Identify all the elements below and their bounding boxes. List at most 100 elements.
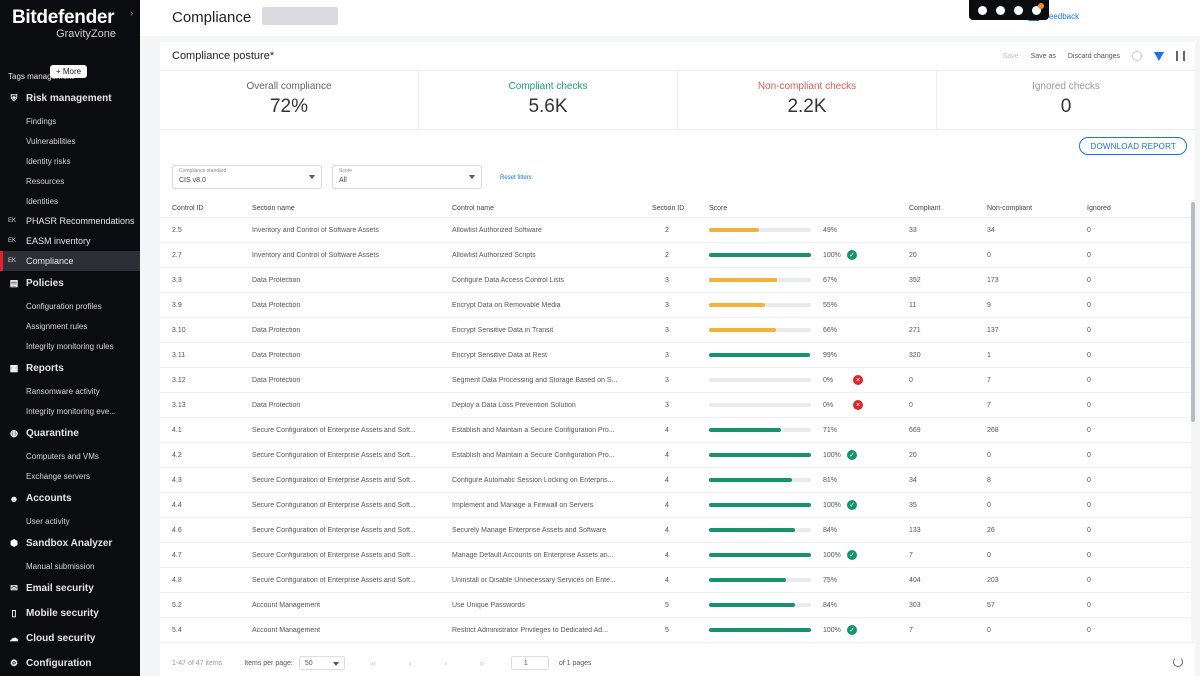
gift-icon[interactable]: [1013, 5, 1023, 15]
table-row[interactable]: 4.1 Secure Configuration of Enterprise As…: [160, 418, 1195, 443]
sidebar-item-accounts[interactable]: ☻ Accounts: [0, 486, 140, 511]
sidebar-item-phasr-recommendations[interactable]: EK PHASR Recommendations: [0, 211, 140, 231]
table-row[interactable]: 3.13 Data Protection Deploy a Data Loss Pr…: [160, 393, 1195, 418]
chevron-down-icon: [469, 175, 475, 179]
col-compliant[interactable]: Compliant: [909, 205, 941, 212]
sidebar-item-exchange-servers[interactable]: Exchange servers: [0, 466, 140, 486]
sidebar-item-findings[interactable]: Findings: [0, 111, 140, 131]
page-count: of 1 pages: [558, 659, 592, 667]
star-icon[interactable]: [1132, 51, 1142, 61]
table-row[interactable]: 3.3 Data Protection Configure Data Access …: [160, 268, 1195, 293]
mobile-icon: ▯: [11, 608, 17, 618]
sidebar-item-resources[interactable]: Resources: [0, 171, 140, 191]
col-control-id[interactable]: Control ID: [172, 205, 204, 212]
sidebar-item-policies[interactable]: ▤ Policies: [0, 271, 140, 296]
compliance-standard-select[interactable]: Compliance standard CIS v8.0: [172, 165, 322, 189]
sidebar-item-user-activity[interactable]: User activity: [0, 511, 140, 531]
ek-badge: EK: [8, 238, 17, 244]
col-section-id[interactable]: Section ID: [652, 205, 685, 212]
items-per-page-select[interactable]: 50: [298, 656, 345, 670]
sidebar-item-assignment-rules[interactable]: Assignment rules: [0, 316, 140, 336]
sidebar-item-mobile-security[interactable]: ▯ Mobile security: [0, 601, 140, 626]
sidebar-item-identities[interactable]: Identities: [0, 191, 140, 211]
sidebar-item-risk-management[interactable]: ⛨ Risk management: [0, 86, 140, 111]
table-row[interactable]: 3.12 Data Protection Segment Data Processi…: [160, 368, 1195, 393]
reset-filters-link[interactable]: Reset filters: [500, 175, 532, 181]
sidebar-item-compliance[interactable]: EK Compliance: [0, 251, 140, 271]
col-noncompliant[interactable]: Non-compliant: [987, 205, 1033, 212]
sidebar-item-configuration-profiles[interactable]: Configuration profiles: [0, 296, 140, 316]
first-page-icon[interactable]: «: [371, 658, 377, 668]
col-score[interactable]: Score: [709, 205, 728, 212]
sidebar-item-vulnerabilities[interactable]: Vulnerabilities: [0, 131, 140, 151]
sidebar-item-ransomware-activity[interactable]: Ransomware activity: [0, 381, 140, 401]
col-control-name[interactable]: Control name: [452, 205, 495, 212]
gear-icon: ⚙: [9, 658, 19, 668]
refresh-icon[interactable]: [1173, 657, 1183, 667]
page-title: Compliance: [172, 9, 252, 26]
table-row[interactable]: 5.4 Account Management Restrict Administra…: [160, 618, 1195, 643]
discard-changes-button[interactable]: Discard changes: [1067, 52, 1120, 60]
shield-icon[interactable]: [995, 5, 1005, 15]
sidebar-item-sandbox-analyzer[interactable]: ⬢ Sandbox Analyzer: [0, 531, 140, 556]
sidebar-item-identity-risks[interactable]: Identity risks: [0, 151, 140, 171]
sidebar-item-tags-management[interactable]: Tags management: [0, 66, 140, 86]
cell-ignored: 0: [1087, 251, 1091, 259]
last-page-icon[interactable]: »: [479, 658, 485, 668]
collapse-sidebar-icon[interactable]: ›: [130, 8, 134, 19]
table-row[interactable]: 3.9 Data Protection Encrypt Data on Remova…: [160, 293, 1195, 318]
col-section-name[interactable]: Section name: [252, 205, 295, 212]
stat-noncompliant[interactable]: Non-compliant checks 2.2K: [678, 71, 937, 129]
sidebar-item-computers-and-vms[interactable]: Computers and VMs: [0, 446, 140, 466]
score-select[interactable]: Score All: [332, 165, 482, 189]
sidebar-item-cloud-security[interactable]: ☁ Cloud security: [0, 626, 140, 651]
stat-compliant[interactable]: Compliant checks 5.6K: [419, 71, 678, 129]
filter-icon[interactable]: [1154, 51, 1164, 61]
stat-compliant-label: Compliant checks: [508, 81, 588, 92]
cell-noncompliant: 0: [987, 451, 991, 459]
scrollbar-thumb[interactable]: [1191, 202, 1195, 422]
table-row[interactable]: 4.7 Secure Configuration of Enterprise As…: [160, 543, 1195, 568]
save-as-button[interactable]: Save as: [1030, 52, 1056, 60]
sidebar-item-email-security[interactable]: ✉ Email security: [0, 576, 140, 601]
sidebar-item-integrity-monitoring-eve[interactable]: Integrity monitoring eve...: [0, 401, 140, 421]
table-row[interactable]: 2.5 Inventory and Control of Software Ass…: [160, 218, 1195, 243]
more-tooltip[interactable]: + More: [50, 65, 88, 78]
table-row[interactable]: 4.6 Secure Configuration of Enterprise As…: [160, 518, 1195, 543]
cell-section-name: Data Protection: [252, 401, 301, 409]
table-row[interactable]: 4.3 Secure Configuration of Enterprise As…: [160, 468, 1195, 493]
notifications-icon[interactable]: [1031, 2, 1044, 15]
stat-ignored[interactable]: Ignored checks 0: [937, 71, 1195, 129]
cell-noncompliant: 0: [987, 501, 991, 509]
score-percent: 100%: [823, 626, 841, 634]
prev-page-icon[interactable]: ‹: [408, 658, 412, 668]
table-row[interactable]: 4.8 Secure Configuration of Enterprise As…: [160, 568, 1195, 593]
download-report-button[interactable]: DOWNLOAD REPORT: [1079, 137, 1187, 155]
sidebar-item-configuration[interactable]: ⚙ Configuration: [0, 651, 140, 676]
save-button[interactable]: Save: [1002, 52, 1019, 60]
sidebar-item-label: EASM inventory: [26, 236, 91, 246]
cell-score: 100% ✓: [709, 450, 909, 460]
sidebar-item-manual-submission[interactable]: Manual submission: [0, 556, 140, 576]
sidebar-item-integrity-monitoring-rules[interactable]: Integrity monitoring rules: [0, 336, 140, 356]
next-page-icon[interactable]: ›: [444, 658, 448, 668]
table-row[interactable]: 4.2 Secure Configuration of Enterprise As…: [160, 443, 1195, 468]
table-row[interactable]: 3.11 Data Protection Encrypt Sensitive Dat…: [160, 343, 1195, 368]
brand-logo[interactable]: Bitdefender GravityZone: [12, 7, 116, 40]
sidebar-item-quarantine[interactable]: ◍ Quarantine: [0, 421, 140, 446]
score-bar-fill: [709, 503, 811, 507]
sidebar-item-label: Manual submission: [26, 561, 95, 571]
sidebar-item-easm-inventory[interactable]: EK EASM inventory: [0, 231, 140, 251]
cell-compliant: 404: [909, 576, 921, 584]
table-row[interactable]: 5.2 Account Management Use Unique Password…: [160, 593, 1195, 618]
table-row[interactable]: 2.7 Inventory and Control of Software Ass…: [160, 243, 1195, 268]
sidebar-item-reports[interactable]: ▦ Reports: [0, 356, 140, 381]
page-number-input[interactable]: 1: [510, 656, 549, 670]
user-icon[interactable]: [977, 5, 987, 15]
cell-control-id: 3.11: [172, 351, 186, 359]
columns-settings-icon[interactable]: [1176, 51, 1185, 61]
table-row[interactable]: 3.10 Data Protection Encrypt Sensitive Dat…: [160, 318, 1195, 343]
table-row[interactable]: 4.4 Secure Configuration of Enterprise As…: [160, 493, 1195, 518]
cell-ignored: 0: [1087, 426, 1091, 434]
col-ignored[interactable]: Ignored: [1087, 205, 1111, 212]
